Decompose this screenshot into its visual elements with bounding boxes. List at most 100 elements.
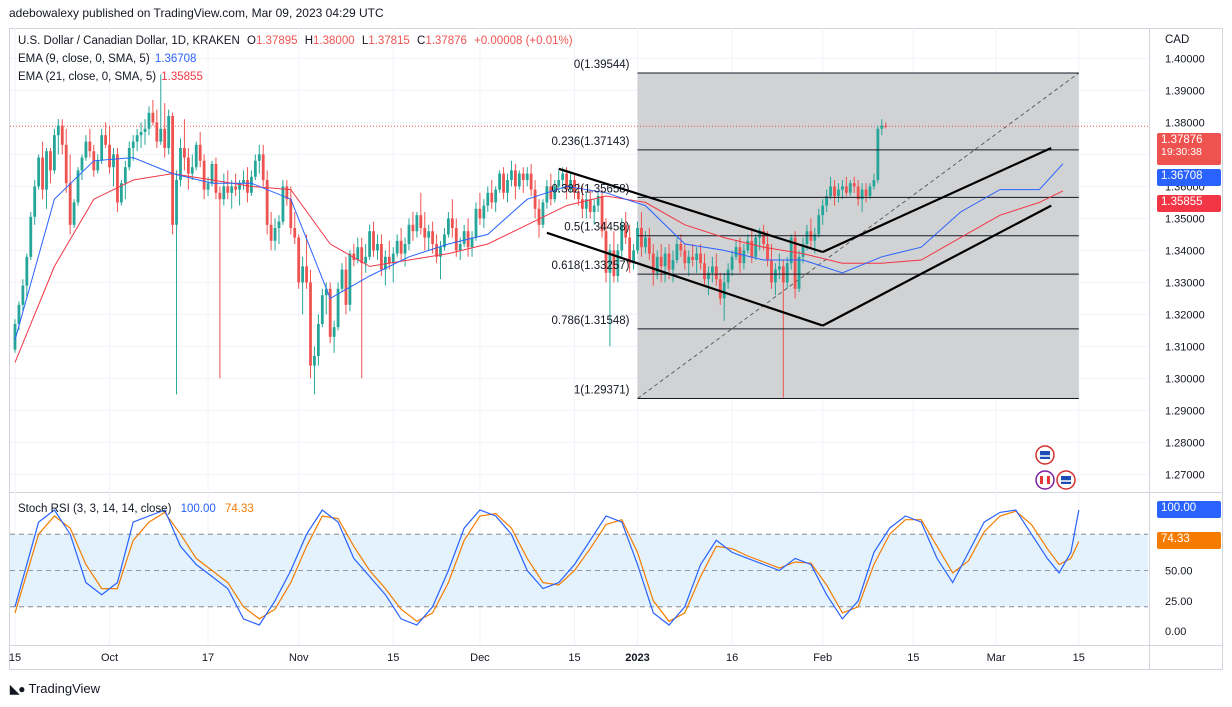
candle-body [671,260,675,270]
ohlc-change: +0.00008 (+0.01%) [474,35,573,47]
ema9-legend: EMA (9, close, 0, SMA, 5) 1.36708 [18,53,197,65]
candle-body [667,253,671,270]
candle-body [139,132,143,136]
ema21-price-tag: 1.35855 [1157,195,1221,212]
candle [80,154,84,180]
candle [644,231,647,254]
candle [364,244,368,273]
candle-body [190,167,194,174]
candle [186,148,190,190]
candle [368,224,371,260]
candle-body [297,237,301,283]
candle [577,183,580,206]
candle-body [281,186,285,222]
candle-body [880,125,884,129]
candle [793,231,797,299]
candle [301,256,305,315]
candle-body [498,173,502,190]
candle [506,173,509,203]
candle-body [167,116,171,148]
candle [372,221,375,257]
candle [206,176,210,196]
candle-body [368,231,371,257]
candle-body [884,125,888,127]
candle-body [202,160,206,190]
x-tick-label: Dec [470,652,490,664]
stoch-k-legend-value: 100.00 [180,503,216,515]
candle-body [793,237,797,289]
channel-trendline [558,167,824,254]
candle [116,148,119,212]
stoch-k-line [14,509,1080,626]
chart-frame [9,28,1223,670]
fib-level-label: 0.5(1.34458) [564,222,629,234]
stoch-d-tag: 74.33 [1157,532,1221,549]
candle [60,119,64,155]
candle-body [738,247,742,264]
candle [261,144,265,187]
candle-body [655,256,659,273]
candle-body [837,189,840,196]
candle [612,231,616,283]
candle-body [253,160,257,177]
candle [580,186,584,219]
x-tick-label: 15 [9,652,21,664]
candle [159,74,163,145]
candle [183,119,186,171]
candle-body [376,244,379,251]
candle-body [774,269,777,283]
candle-body [762,231,765,244]
candle-body [159,128,163,142]
candle [726,263,730,289]
candle [13,319,17,353]
stoch-k-tag: 100.00 [1157,501,1221,518]
candle [226,170,230,200]
candle-body [186,157,190,174]
fib-level-label: 0.382(1.35658) [552,183,630,195]
candle [348,250,352,312]
candle-body [494,189,498,203]
candle-body [844,186,848,193]
candle [419,192,423,235]
candle [450,199,454,238]
candle-body [143,128,147,132]
candle-body [474,208,478,238]
footer-brand[interactable]: ◣● TradingView [10,681,100,696]
candle-body [340,269,344,289]
candle-body [96,160,100,171]
candle [218,186,222,379]
candle-body [620,224,624,251]
candle [49,148,52,184]
candle [175,170,178,395]
candle-body [33,186,37,217]
candle [785,256,789,289]
x-tick-label: 15 [907,652,919,664]
fib-level-label: 0.236(1.37143) [552,136,630,148]
candle-body [813,234,817,241]
candle [754,234,758,260]
last-price-tag: 1.37876 19:30:38 [1157,133,1221,165]
candle [486,186,490,212]
candle-body [348,253,352,305]
candle [482,199,486,228]
ohlc-close: C1.37876 [417,35,467,47]
candle-body [395,240,399,254]
candle [447,212,450,238]
candle-body [624,224,628,238]
candle [84,135,88,161]
candle [738,237,742,273]
fib-level-label: 1(1.29371) [574,385,630,397]
candle-body [313,356,316,366]
candle [45,148,48,209]
x-tick-label: 16 [726,652,738,664]
x-tick-label: 15 [568,652,580,664]
candle [742,244,746,270]
candle-body [443,234,446,248]
tradingview-logo-icon: ◣● [10,681,26,696]
ema21-legend-value: 1.35855 [161,71,203,83]
candle-body [628,237,632,264]
candle-body [336,288,340,328]
candle [100,128,104,164]
stoch-y-tick-label: 0.00 [1165,626,1186,638]
